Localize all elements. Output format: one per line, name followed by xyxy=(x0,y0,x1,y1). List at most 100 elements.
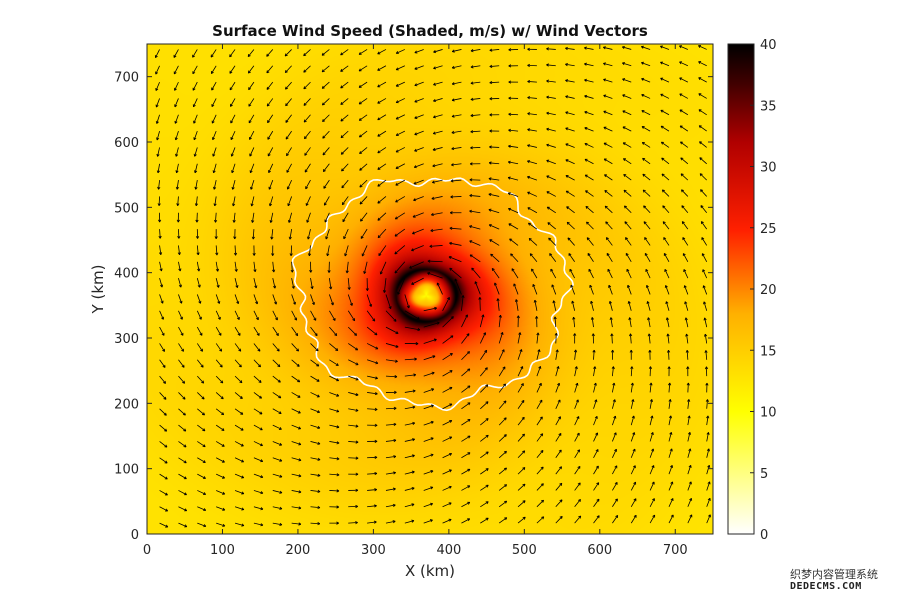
wind-vector xyxy=(253,278,257,289)
wind-vector xyxy=(253,261,256,272)
wind-vector-head xyxy=(661,189,665,193)
wind-vector-head xyxy=(603,158,607,162)
wind-vector xyxy=(517,416,525,426)
wind-vector xyxy=(329,359,339,366)
wind-vector-head xyxy=(608,300,612,304)
wind-vector-head xyxy=(193,120,197,124)
wind-vector-head xyxy=(160,284,164,288)
wind-vector-head xyxy=(231,186,235,190)
wind-vector-head xyxy=(433,98,436,103)
wind-vector-head xyxy=(183,492,187,496)
wind-vector-head xyxy=(377,166,381,170)
wind-vector-head xyxy=(200,348,203,352)
wind-vector xyxy=(508,208,519,214)
wind-vector-head xyxy=(161,332,165,336)
wind-vector xyxy=(687,432,691,442)
wind-vector xyxy=(498,451,507,459)
wind-vector xyxy=(366,359,379,364)
wind-vector-head xyxy=(513,283,517,287)
wind-vector-head xyxy=(322,169,326,173)
wind-vector-head xyxy=(268,186,272,190)
wind-vector xyxy=(269,196,274,207)
wind-vector-head xyxy=(214,236,218,239)
wind-vector xyxy=(323,179,330,189)
wind-vector-head xyxy=(358,117,362,121)
wind-vector-head xyxy=(377,133,381,137)
wind-vector-head xyxy=(503,417,507,421)
wind-vector xyxy=(571,300,576,311)
wind-vector-head xyxy=(178,284,182,288)
wind-vector xyxy=(452,81,462,85)
wind-vector-head xyxy=(251,236,255,240)
wind-vector-head xyxy=(700,205,704,209)
wind-vector-head xyxy=(258,364,261,368)
wind-vector xyxy=(442,453,452,459)
wind-vector-head xyxy=(358,84,362,88)
wind-vector-head xyxy=(260,507,264,511)
wind-vector xyxy=(644,253,651,262)
wind-vector xyxy=(603,78,613,83)
wind-vector-head xyxy=(197,284,201,288)
wind-vector xyxy=(404,390,416,393)
wind-vector xyxy=(698,93,707,99)
wind-vector-head xyxy=(429,244,433,248)
wind-vector-head xyxy=(278,411,282,414)
wind-vector-head xyxy=(369,303,373,307)
wind-vector xyxy=(606,237,613,246)
wind-vector xyxy=(213,163,217,173)
wind-vector-head xyxy=(198,300,202,304)
wind-vector xyxy=(267,147,274,157)
wind-vector xyxy=(214,196,217,206)
wind-vector-head xyxy=(375,346,379,350)
wind-vector-head xyxy=(478,297,482,300)
wind-vector-head xyxy=(449,370,453,373)
wind-vector-head xyxy=(379,271,383,275)
wind-vector-head xyxy=(335,348,339,351)
wind-vector xyxy=(286,147,292,156)
wind-vector-head xyxy=(260,475,264,479)
wind-vector-head xyxy=(216,284,220,288)
wind-vector xyxy=(555,366,559,377)
wind-vector xyxy=(404,326,421,331)
wind-vector-head xyxy=(470,97,474,101)
wind-vector-head xyxy=(430,470,434,474)
wind-vector-head xyxy=(646,301,650,305)
wind-vector-head xyxy=(336,457,340,461)
wind-vector-head xyxy=(276,348,280,352)
wind-vector-head xyxy=(508,144,511,148)
wind-vector xyxy=(661,141,670,148)
wind-vector-head xyxy=(310,286,314,289)
wind-vector xyxy=(404,520,415,524)
wind-vector xyxy=(178,441,187,448)
wind-vector-head xyxy=(681,221,685,225)
wind-vector-head xyxy=(340,118,344,122)
wind-vector-head xyxy=(688,481,692,485)
wind-vector-head xyxy=(395,149,399,153)
wind-vector-head xyxy=(449,241,453,246)
wind-vector-head xyxy=(177,252,181,256)
wind-vector-head xyxy=(374,332,378,336)
wind-vector-head xyxy=(565,79,569,83)
wind-vector xyxy=(250,179,255,190)
wind-vector-head xyxy=(260,491,264,495)
wind-vector-head xyxy=(411,503,415,507)
wind-vector-head xyxy=(414,132,418,136)
wind-vector-head xyxy=(298,474,302,478)
wind-vector xyxy=(630,498,637,507)
wind-vector-head xyxy=(192,71,196,75)
wind-vector xyxy=(706,465,710,475)
wind-vector xyxy=(195,180,198,190)
wind-vector xyxy=(234,457,244,463)
wind-vector xyxy=(385,423,397,426)
wind-vector xyxy=(329,473,340,476)
wind-vector-head xyxy=(679,109,683,113)
wind-vector-head xyxy=(395,100,399,104)
wind-vector-head xyxy=(210,54,214,58)
wind-vector-head xyxy=(666,349,671,353)
wind-vector xyxy=(461,295,464,311)
wind-vector-head xyxy=(504,517,508,521)
wind-vector-head xyxy=(432,164,436,168)
wind-vector xyxy=(565,95,575,99)
wind-vector-head xyxy=(573,349,578,353)
